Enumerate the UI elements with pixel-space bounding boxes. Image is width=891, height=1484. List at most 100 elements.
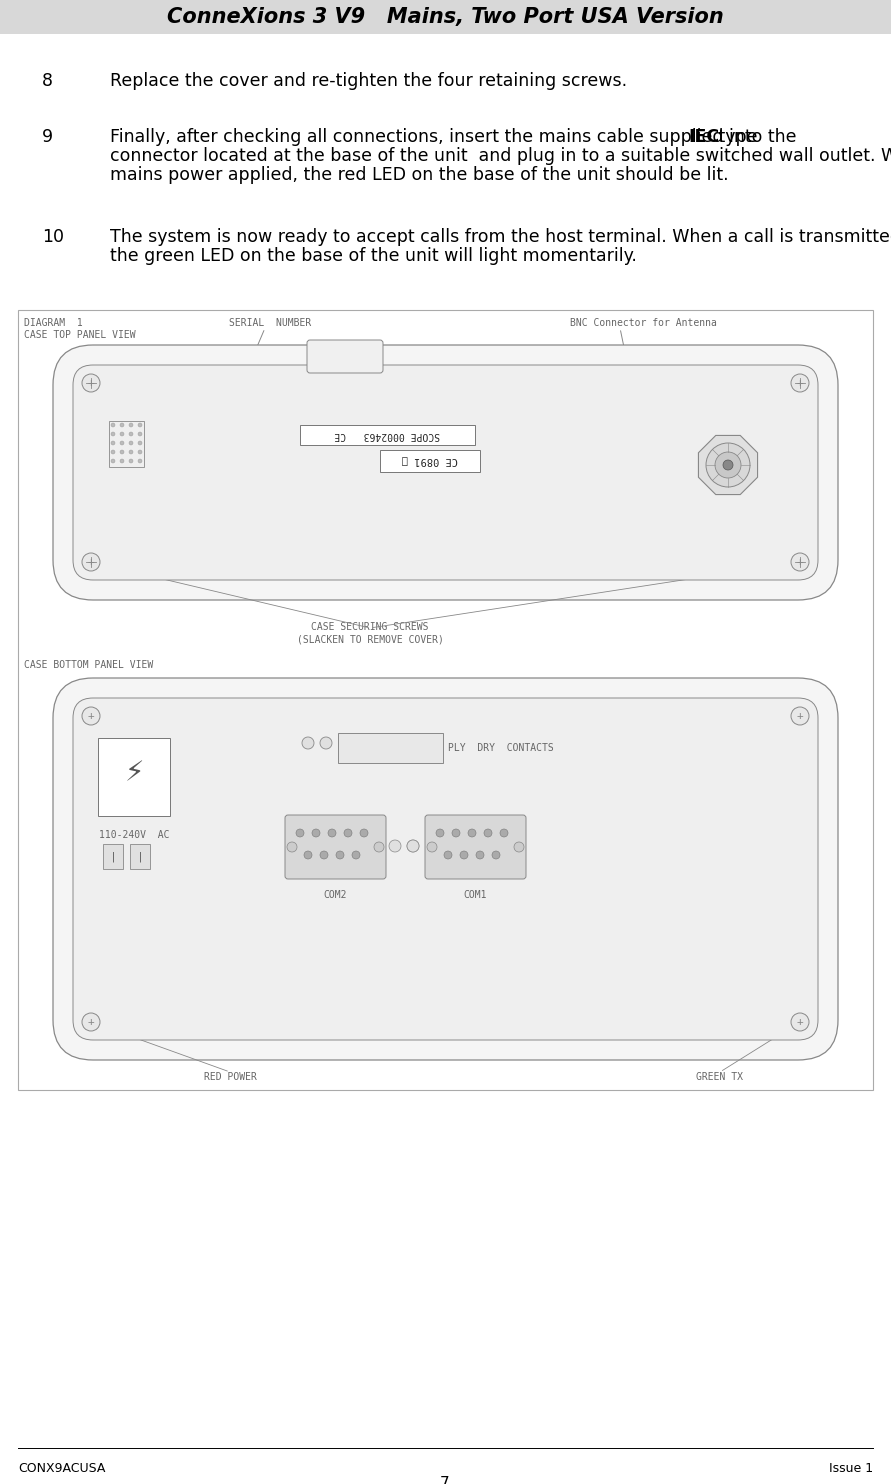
- PathPatch shape: [53, 678, 838, 1060]
- Text: IEC: IEC: [688, 128, 719, 145]
- Circle shape: [706, 444, 750, 487]
- Circle shape: [111, 432, 115, 436]
- Bar: [130, 844, 150, 870]
- Bar: [109, 421, 144, 467]
- FancyBboxPatch shape: [307, 340, 383, 372]
- Bar: [18, 310, 873, 1091]
- Text: the green LED on the base of the unit will light momentarily.: the green LED on the base of the unit wi…: [110, 246, 637, 266]
- Text: +: +: [797, 1017, 804, 1027]
- Circle shape: [791, 706, 809, 726]
- Text: CASE TOP PANEL VIEW: CASE TOP PANEL VIEW: [24, 329, 135, 340]
- Bar: [300, 424, 475, 445]
- Text: ConneXions 3 V9   Mains, Two Port USA Version: ConneXions 3 V9 Mains, Two Port USA Vers…: [167, 7, 723, 27]
- Circle shape: [407, 840, 419, 852]
- Text: CASE SECURING SCREWS: CASE SECURING SCREWS: [311, 622, 429, 632]
- Text: 110-240V  AC: 110-240V AC: [99, 830, 169, 840]
- Bar: [338, 733, 443, 763]
- Text: 8: 8: [42, 73, 53, 91]
- Text: CASE BOTTOM PANEL VIEW: CASE BOTTOM PANEL VIEW: [24, 660, 153, 669]
- Circle shape: [82, 1014, 100, 1031]
- FancyBboxPatch shape: [285, 815, 386, 879]
- Circle shape: [296, 830, 304, 837]
- Text: +: +: [87, 1017, 94, 1027]
- Circle shape: [111, 423, 115, 427]
- Text: +: +: [797, 556, 804, 567]
- Text: SCOPE 0002463   CE: SCOPE 0002463 CE: [335, 430, 440, 439]
- Circle shape: [791, 1014, 809, 1031]
- Circle shape: [344, 830, 352, 837]
- Text: BNC Connector for Antenna: BNC Connector for Antenna: [570, 318, 717, 328]
- Bar: [380, 450, 480, 472]
- Circle shape: [436, 830, 444, 837]
- Circle shape: [791, 374, 809, 392]
- Text: The system is now ready to accept calls from the host terminal. When a call is t: The system is now ready to accept calls …: [110, 229, 891, 246]
- Text: 10: 10: [42, 229, 64, 246]
- Circle shape: [111, 459, 115, 463]
- Circle shape: [138, 459, 142, 463]
- Circle shape: [407, 840, 419, 852]
- Text: +: +: [797, 378, 804, 387]
- Circle shape: [514, 841, 524, 852]
- Text: Issue 1: Issue 1: [829, 1462, 873, 1475]
- Circle shape: [389, 840, 401, 852]
- Circle shape: [312, 830, 320, 837]
- Circle shape: [120, 423, 124, 427]
- Circle shape: [129, 459, 133, 463]
- Text: DIAGRAM  1: DIAGRAM 1: [24, 318, 83, 328]
- Circle shape: [374, 841, 384, 852]
- Text: SERIAL  NUMBER: SERIAL NUMBER: [229, 318, 311, 328]
- PathPatch shape: [53, 344, 838, 600]
- Text: +: +: [87, 711, 94, 721]
- Text: Finally, after checking all connections, insert the mains cable supplied into th: Finally, after checking all connections,…: [110, 128, 802, 145]
- Text: |: |: [111, 852, 115, 862]
- Circle shape: [476, 850, 484, 859]
- Circle shape: [791, 554, 809, 571]
- Text: CONX9ACUSA: CONX9ACUSA: [18, 1462, 105, 1475]
- Circle shape: [129, 423, 133, 427]
- Bar: [103, 844, 123, 870]
- Circle shape: [120, 432, 124, 436]
- Circle shape: [352, 850, 360, 859]
- Text: mains power applied, the red LED on the base of the unit should be lit.: mains power applied, the red LED on the …: [110, 166, 729, 184]
- Text: CE 0891 ⓘ: CE 0891 ⓘ: [402, 456, 458, 466]
- FancyBboxPatch shape: [425, 815, 526, 879]
- Text: |: |: [138, 852, 142, 862]
- Circle shape: [336, 850, 344, 859]
- Circle shape: [138, 423, 142, 427]
- Circle shape: [82, 374, 100, 392]
- Circle shape: [427, 841, 437, 852]
- Text: +: +: [797, 711, 804, 721]
- Circle shape: [715, 453, 741, 478]
- Circle shape: [138, 441, 142, 445]
- Bar: [98, 738, 170, 816]
- Text: 7: 7: [440, 1477, 450, 1484]
- Circle shape: [320, 738, 332, 749]
- Text: Replace the cover and re-tighten the four retaining screws.: Replace the cover and re-tighten the fou…: [110, 73, 627, 91]
- Circle shape: [492, 850, 500, 859]
- Circle shape: [120, 459, 124, 463]
- Circle shape: [129, 432, 133, 436]
- Circle shape: [138, 432, 142, 436]
- Polygon shape: [699, 435, 757, 494]
- Text: COM2: COM2: [323, 890, 347, 899]
- Circle shape: [452, 830, 460, 837]
- Text: COM1: COM1: [463, 890, 487, 899]
- Text: GREEN TX: GREEN TX: [697, 1071, 743, 1082]
- Circle shape: [444, 850, 452, 859]
- Text: type: type: [713, 128, 757, 145]
- Circle shape: [320, 850, 328, 859]
- Circle shape: [287, 841, 297, 852]
- Circle shape: [460, 850, 468, 859]
- Circle shape: [500, 830, 508, 837]
- Circle shape: [120, 441, 124, 445]
- Circle shape: [111, 441, 115, 445]
- Circle shape: [138, 450, 142, 454]
- Circle shape: [304, 850, 312, 859]
- Circle shape: [360, 830, 368, 837]
- Text: +: +: [87, 378, 94, 387]
- PathPatch shape: [73, 365, 818, 580]
- Text: 9: 9: [42, 128, 53, 145]
- Circle shape: [484, 830, 492, 837]
- Circle shape: [129, 441, 133, 445]
- Circle shape: [468, 830, 476, 837]
